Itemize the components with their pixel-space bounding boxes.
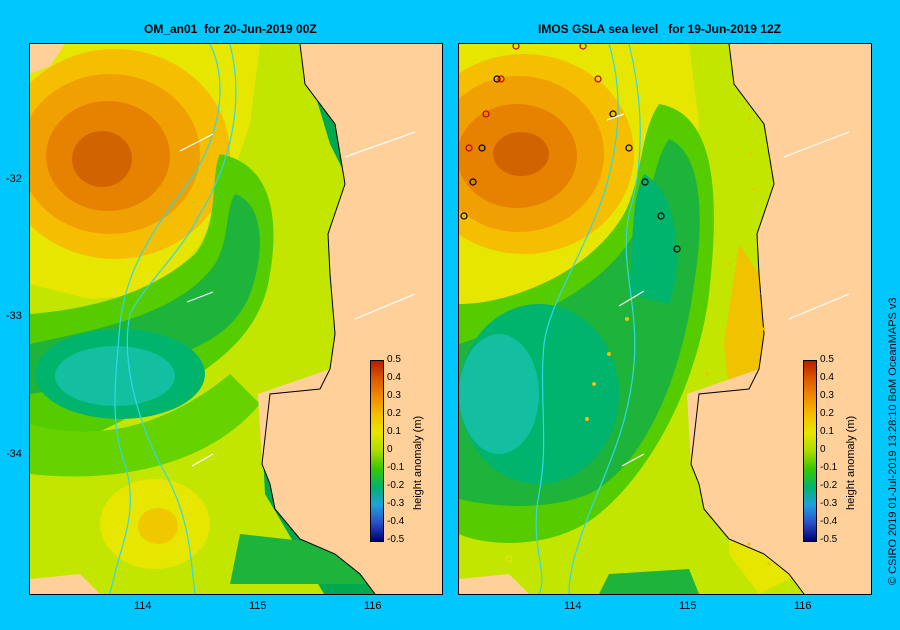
colorbar-tick: -0.1 — [820, 462, 838, 473]
colorbar-label: height anomaly (m) — [845, 415, 857, 510]
colorbar-tick: 0.4 — [820, 372, 834, 383]
colorbar-label: height anomaly (m) — [412, 415, 424, 510]
colorbar-tick: -0.4 — [387, 516, 405, 527]
colorbar-tick: -0.3 — [820, 498, 838, 509]
colorbar-tick: -0.2 — [820, 480, 838, 491]
colorbar-tick: -0.1 — [387, 462, 405, 473]
colorbar-tick: 0.3 — [387, 390, 401, 401]
colorbar-tick: 0.2 — [820, 408, 834, 419]
colorbar-ramp — [370, 360, 384, 542]
credit-text: © CSIRO 2019 01-Jul-2019 13:28:10 BoM Oc… — [887, 297, 899, 585]
colorbar-tick: -0.5 — [387, 534, 405, 545]
left-colorbar: 0.5 0.4 0.3 0.2 0.1 0 -0.1 -0.2 -0.3 -0.… — [370, 354, 430, 550]
colorbar-tick: -0.3 — [387, 498, 405, 509]
x-tick-label: 115 — [249, 600, 267, 612]
colorbar-tick: -0.2 — [387, 480, 405, 491]
right-map — [458, 43, 872, 595]
colorbar-tick: 0.1 — [820, 426, 834, 437]
y-tick-label: -34 — [6, 448, 22, 460]
colorbar-tick: 0.2 — [387, 408, 401, 419]
colorbar-tick: 0.5 — [387, 354, 401, 365]
x-tick-label: 116 — [364, 600, 382, 612]
x-tick-label: 114 — [134, 600, 152, 612]
left-panel-title: OM_an01 for 20-Jun-2019 00Z — [144, 22, 317, 36]
colorbar-tick: 0 — [820, 444, 826, 455]
colorbar-tick: 0.4 — [387, 372, 401, 383]
colorbar-tick: -0.5 — [820, 534, 838, 545]
right-colorbar: 0.5 0.4 0.3 0.2 0.1 0 -0.1 -0.2 -0.3 -0.… — [803, 354, 863, 550]
left-map — [29, 43, 443, 595]
y-tick-label: -32 — [6, 173, 22, 185]
x-tick-label: 116 — [794, 600, 812, 612]
colorbar-ramp — [803, 360, 817, 542]
y-tick-label: -33 — [6, 310, 22, 322]
colorbar-tick: -0.4 — [820, 516, 838, 527]
colorbar-tick: 0.3 — [820, 390, 834, 401]
colorbar-tick: 0 — [387, 444, 393, 455]
right-panel-title: IMOS GSLA sea level for 19-Jun-2019 12Z — [538, 22, 781, 36]
x-tick-label: 114 — [564, 600, 582, 612]
x-tick-label: 115 — [679, 600, 697, 612]
colorbar-tick: 0.5 — [820, 354, 834, 365]
colorbar-tick: 0.1 — [387, 426, 401, 437]
